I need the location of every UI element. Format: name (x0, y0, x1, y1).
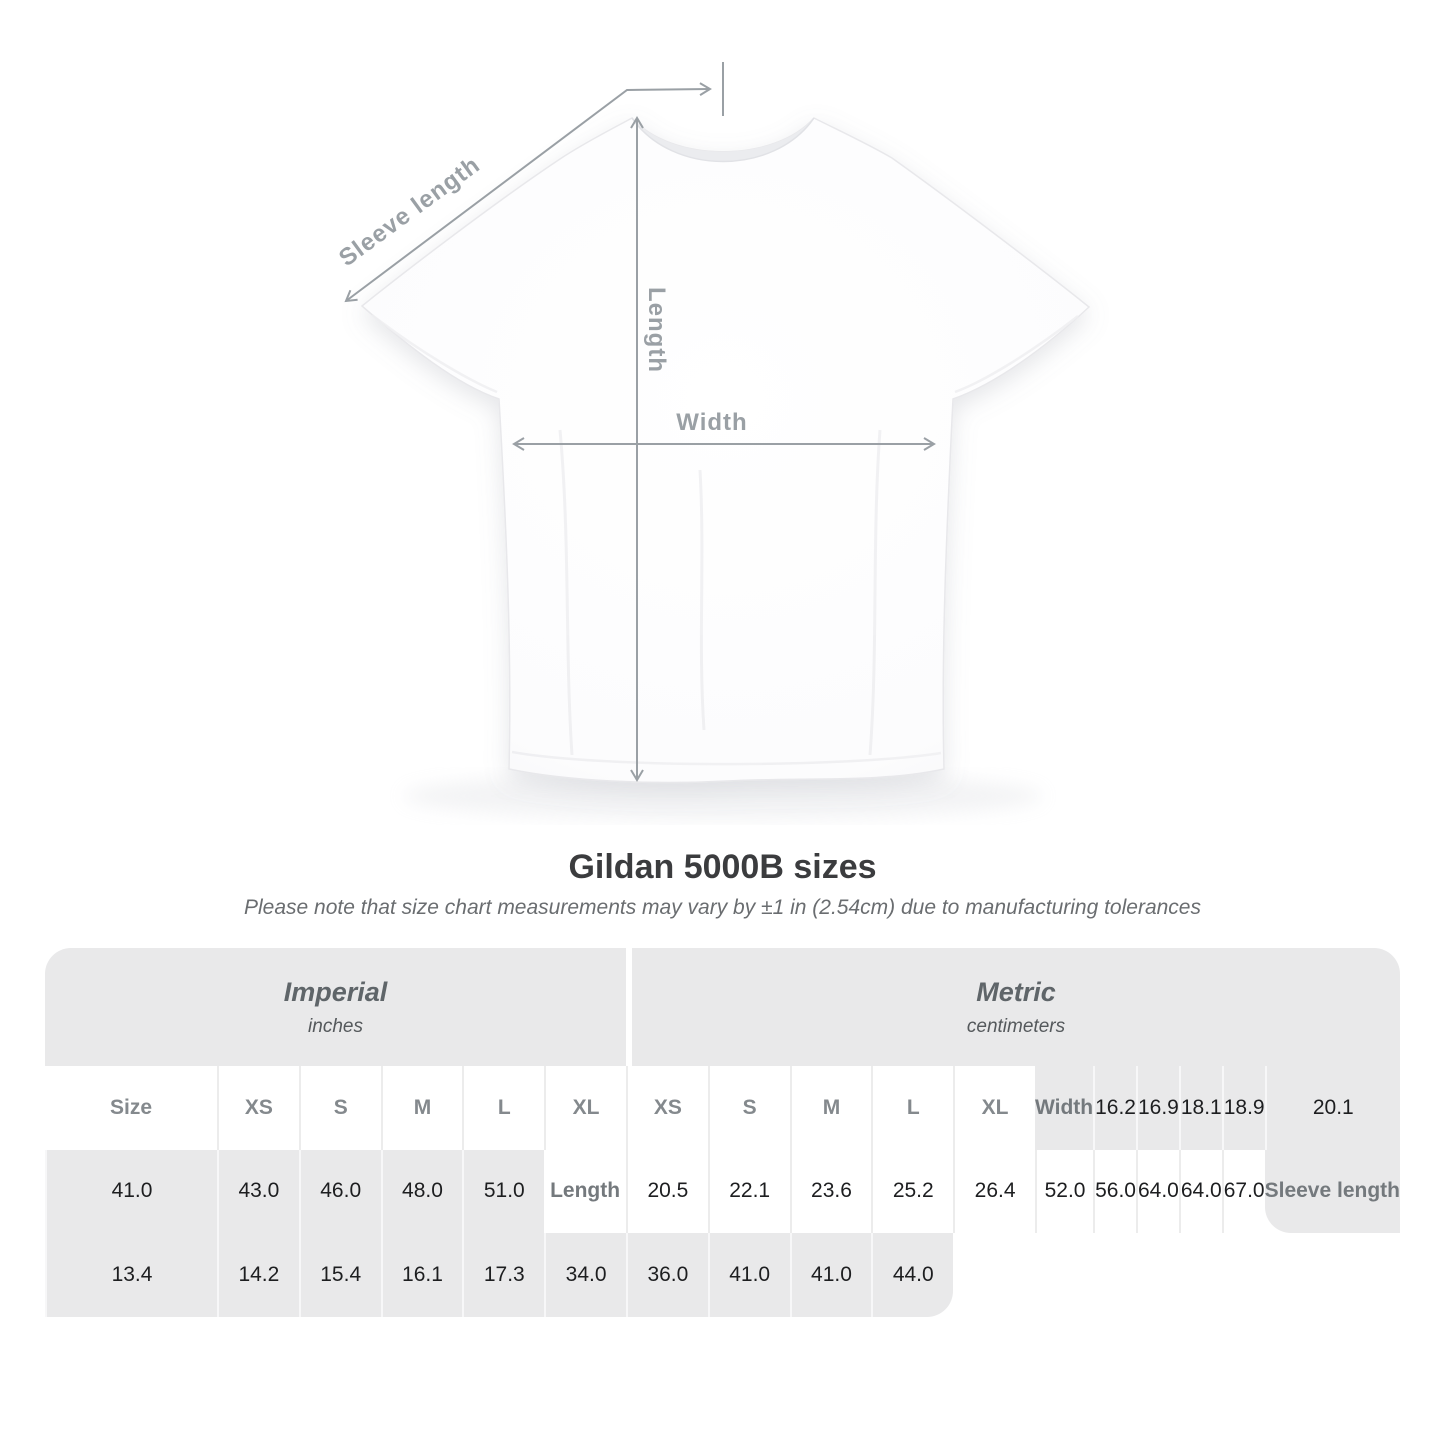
cell: 16.2 (1093, 1066, 1136, 1150)
metric-group-header: Metric centimeters (625, 948, 1400, 1066)
cell: 20.1 (1264, 1066, 1400, 1150)
cell: 16.9 (1135, 1066, 1179, 1150)
tshirt-ground-shadow (403, 772, 1043, 820)
fabric-folds (371, 314, 1079, 766)
col-header: M (789, 1066, 872, 1150)
cell: 22.1 (707, 1149, 790, 1233)
col-header: S (298, 1066, 381, 1150)
cell: 18.1 (1178, 1066, 1222, 1150)
cell: 17.3 (462, 1233, 545, 1317)
imperial-group-unit: inches (308, 1015, 363, 1037)
cell: 18.9 (1221, 1066, 1265, 1150)
cell: 51.0 (462, 1149, 545, 1233)
cell: 48.0 (380, 1149, 463, 1233)
col-header: XL (544, 1066, 626, 1150)
col-header: L (462, 1066, 544, 1150)
measurement-arrows (344, 62, 936, 782)
width-annotation-label: Width (676, 409, 748, 436)
cell: 44.0 (871, 1233, 954, 1317)
cell: 25.2 (871, 1149, 953, 1233)
cell: 20.5 (625, 1149, 708, 1233)
cell: 41.0 (789, 1233, 872, 1317)
row-label-length: Length (550, 1179, 621, 1203)
cell: 41.0 (45, 1149, 217, 1233)
metric-group-title: Metric (976, 976, 1056, 1007)
col-header: L (871, 1066, 953, 1150)
col-header: XL (953, 1066, 1035, 1150)
length-annotation-label: Length (643, 287, 670, 373)
row-label-sleeve-length: Sleeve length (1264, 1149, 1400, 1233)
cell: 34.0 (544, 1233, 626, 1317)
cell: 64.0 (1178, 1149, 1222, 1233)
col-header-size: Size (109, 1095, 153, 1119)
col-header: S (707, 1066, 790, 1150)
cell: 56.0 (1093, 1149, 1136, 1233)
col-header: M (380, 1066, 463, 1150)
imperial-group-title: Imperial (283, 976, 388, 1007)
page-title: Gildan 5000B sizes (568, 848, 877, 886)
cell: 43.0 (217, 1149, 299, 1233)
cell: 15.4 (298, 1233, 381, 1317)
tshirt-body (360, 117, 1091, 784)
cell: 13.4 (45, 1233, 217, 1317)
col-header: XS (217, 1066, 299, 1150)
cell: 52.0 (1034, 1149, 1093, 1233)
cell: 46.0 (298, 1149, 381, 1233)
col-header: XS (625, 1066, 708, 1150)
metric-group-unit: centimeters (966, 1015, 1066, 1037)
sleeve-length-arrow (344, 82, 712, 303)
cell: 16.1 (380, 1233, 463, 1317)
cell: 36.0 (625, 1233, 708, 1317)
cell: 23.6 (789, 1149, 872, 1233)
size-table: Imperial inches Metric centimeters Size … (45, 948, 1400, 1400)
tshirt-figure (344, 62, 1091, 820)
row-label-width: Width (1034, 1066, 1094, 1150)
cell: 64.0 (1135, 1149, 1179, 1233)
cell: 14.2 (217, 1233, 299, 1317)
cell: 67.0 (1221, 1149, 1265, 1233)
cell: 41.0 (707, 1233, 790, 1317)
imperial-group-header: Imperial inches (45, 948, 626, 1066)
cell: 26.4 (953, 1149, 1035, 1233)
tolerance-note: Please note that size chart measurements… (244, 896, 1201, 919)
